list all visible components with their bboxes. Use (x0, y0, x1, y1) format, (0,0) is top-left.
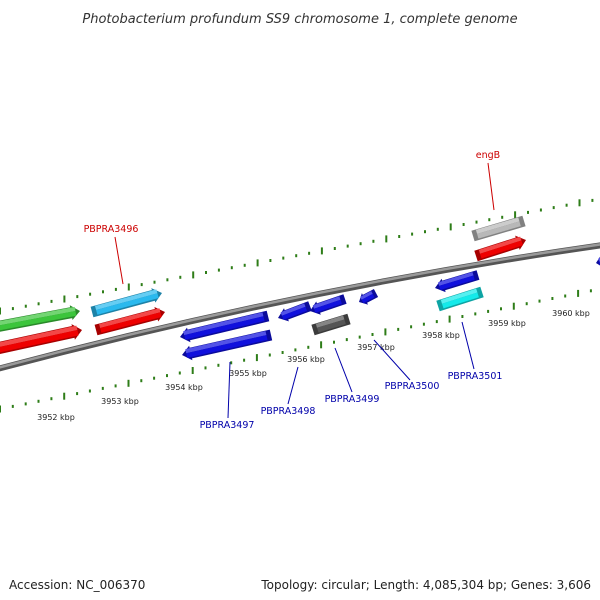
label-connector (227, 361, 231, 419)
ruler-labels: 3952 kbp 3953 kbp 3954 kbp 3955 kbp 3956 kbp… (37, 309, 590, 422)
gene-feature-pbpra3500[interactable] (359, 289, 379, 305)
gene-feature-pbpra3496-outer[interactable] (90, 288, 162, 318)
label-connector (487, 162, 495, 211)
map-title: Photobacterium profundum SS9 chromosome … (82, 12, 517, 27)
gene-feature-edge-feature[interactable] (596, 255, 600, 268)
gene-feature-green-outer[interactable] (0, 305, 80, 333)
gene-label[interactable]: PBPRA3501 (448, 371, 503, 382)
ruler-label: 3959 kbp (488, 319, 526, 328)
ruler-label: 3952 kbp (37, 413, 75, 422)
gene-feature-pbpra3501-b[interactable] (436, 286, 484, 312)
gene-feature-pbpra3499-a[interactable] (310, 294, 347, 315)
gene-label[interactable]: PBPRA3498 (261, 406, 316, 417)
gene-features (0, 215, 600, 361)
gene-labels: engB PBPRA3496 PBPRA3497 PBPRA3498 PBPRA3499… (84, 150, 503, 431)
ruler-label: 3953 kbp (101, 397, 139, 406)
ruler-label: 3954 kbp (165, 383, 203, 392)
ruler-label: 3956 kbp (287, 355, 325, 364)
label-connector (461, 321, 475, 370)
gene-feature-red-inner-1[interactable] (0, 324, 82, 356)
gene-feature-pbpra3497-a[interactable] (180, 310, 270, 343)
ruler-label: 3955 kbp (229, 369, 267, 378)
gene-label[interactable]: engB (476, 150, 500, 161)
ruler-label: 3958 kbp (422, 331, 460, 340)
label-connector (287, 366, 299, 405)
gene-feature-pbpra3496-inner[interactable] (94, 307, 165, 336)
accession-text: Accession: NC_006370 (9, 578, 146, 592)
gene-feature-engb-outer[interactable] (471, 215, 526, 242)
gene-label[interactable]: PBPRA3499 (325, 394, 380, 405)
label-connector (114, 236, 124, 285)
label-connectors (114, 162, 495, 419)
backbone (0, 242, 600, 372)
gene-label[interactable]: PBPRA3497 (200, 420, 255, 431)
ruler-label: 3960 kbp (552, 309, 590, 318)
reverse-ruler (0, 289, 592, 413)
label-connector (334, 347, 353, 393)
gene-feature-pbpra3501-a[interactable] (435, 270, 480, 293)
label-connector (373, 339, 411, 381)
gene-label[interactable]: PBPRA3496 (84, 224, 139, 235)
forward-ruler (0, 198, 594, 315)
gene-feature-pbpra3498[interactable] (278, 301, 312, 322)
gene-feature-pbpra3497-b[interactable] (182, 329, 273, 361)
ruler-label: 3957 kbp (357, 343, 395, 352)
gene-label[interactable]: PBPRA3500 (385, 381, 440, 392)
gene-feature-pbpra3499-b[interactable] (311, 313, 351, 336)
genome-summary-text: Topology: circular; Length: 4,085,304 bp… (261, 578, 591, 592)
gene-feature-engb-inner[interactable] (474, 235, 526, 262)
